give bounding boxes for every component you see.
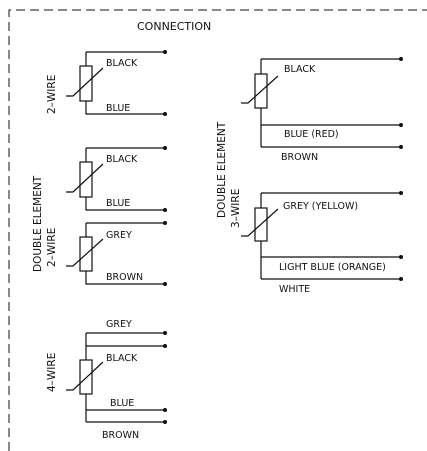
terminal-dot: [399, 255, 403, 259]
terminal-dot: [163, 112, 167, 116]
wire-label-brown: BROWN: [281, 152, 318, 163]
dashed-frame-border: [8, 9, 427, 451]
variable-arrow-icon: [66, 361, 104, 391]
terminal-dot: [163, 408, 167, 412]
element-b-leads: [260, 192, 401, 280]
wire-label-blue: BLUE: [106, 198, 130, 209]
element-a-leads: [85, 147, 165, 211]
double-three-wire-label-line1: DOUBLE ELEMENT: [216, 121, 228, 218]
wire-label-light-blue-orange: LIGHT BLUE (ORANGE): [279, 262, 386, 273]
two-wire-section: 2–WIRE BLACK BLUE: [46, 50, 167, 116]
wire-label-blue-red: BLUE (RED): [284, 129, 339, 140]
variable-arrow-icon: [241, 75, 279, 104]
terminal-dot: [163, 146, 167, 150]
diagram-title: CONNECTION: [137, 20, 211, 33]
double-three-wire-label-line2: 3–WIRE: [230, 189, 242, 228]
two-wire-leads: [85, 51, 165, 115]
wire-label-brown: BROWN: [106, 272, 143, 283]
terminal-dot: [399, 57, 403, 61]
two-wire-label: 2–WIRE: [46, 75, 58, 114]
four-wire-label: 4–WIRE: [46, 353, 58, 392]
rtd-element-icon: [79, 359, 93, 395]
variable-arrow-icon: [66, 67, 104, 97]
double-two-wire-section: DOUBLE ELEMENT 2–WIRE BLACK BLUE GREY BR…: [32, 146, 167, 286]
terminal-dot: [163, 282, 167, 286]
wire-label-grey: GREY: [106, 319, 132, 330]
variable-arrow-icon: [241, 208, 279, 237]
terminal-dot: [163, 331, 167, 335]
element-a-leads: [260, 58, 401, 148]
terminal-dot: [399, 123, 403, 127]
terminal-dot: [399, 191, 403, 195]
wire-label-black: BLACK: [106, 154, 138, 165]
terminal-dot: [399, 277, 403, 281]
double-two-wire-label-line1: DOUBLE ELEMENT: [32, 175, 44, 272]
double-three-wire-section: DOUBLE ELEMENT 3–WIRE BLACK BLUE (RED) B…: [216, 57, 403, 295]
wire-label-grey-yellow: GREY (YELLOW): [283, 201, 358, 212]
wire-label-black: BLACK: [106, 353, 138, 364]
four-wire-leads: [85, 332, 165, 423]
wire-label-grey: GREY: [106, 230, 132, 241]
terminal-dot: [163, 50, 167, 54]
variable-arrow-icon: [66, 238, 104, 267]
wire-label-blue: BLUE: [110, 398, 134, 409]
terminal-dot: [163, 208, 167, 212]
wire-label-blue: BLUE: [106, 103, 130, 114]
terminal-dot: [399, 145, 403, 149]
variable-arrow-icon: [66, 163, 104, 193]
wire-label-white: WHITE: [279, 284, 310, 295]
terminal-dot: [163, 420, 167, 424]
terminal-dot: [163, 344, 167, 348]
terminal-dot: [163, 221, 167, 225]
wire-label-brown: BROWN: [102, 430, 139, 441]
four-wire-section: 4–WIRE GREY BLACK BLUE BROWN: [46, 319, 167, 441]
wire-label-black: BLACK: [284, 64, 316, 75]
double-two-wire-label-line2: 2–WIRE: [46, 228, 58, 267]
element-b-leads: [85, 222, 165, 285]
wire-label-black: BLACK: [106, 58, 138, 69]
